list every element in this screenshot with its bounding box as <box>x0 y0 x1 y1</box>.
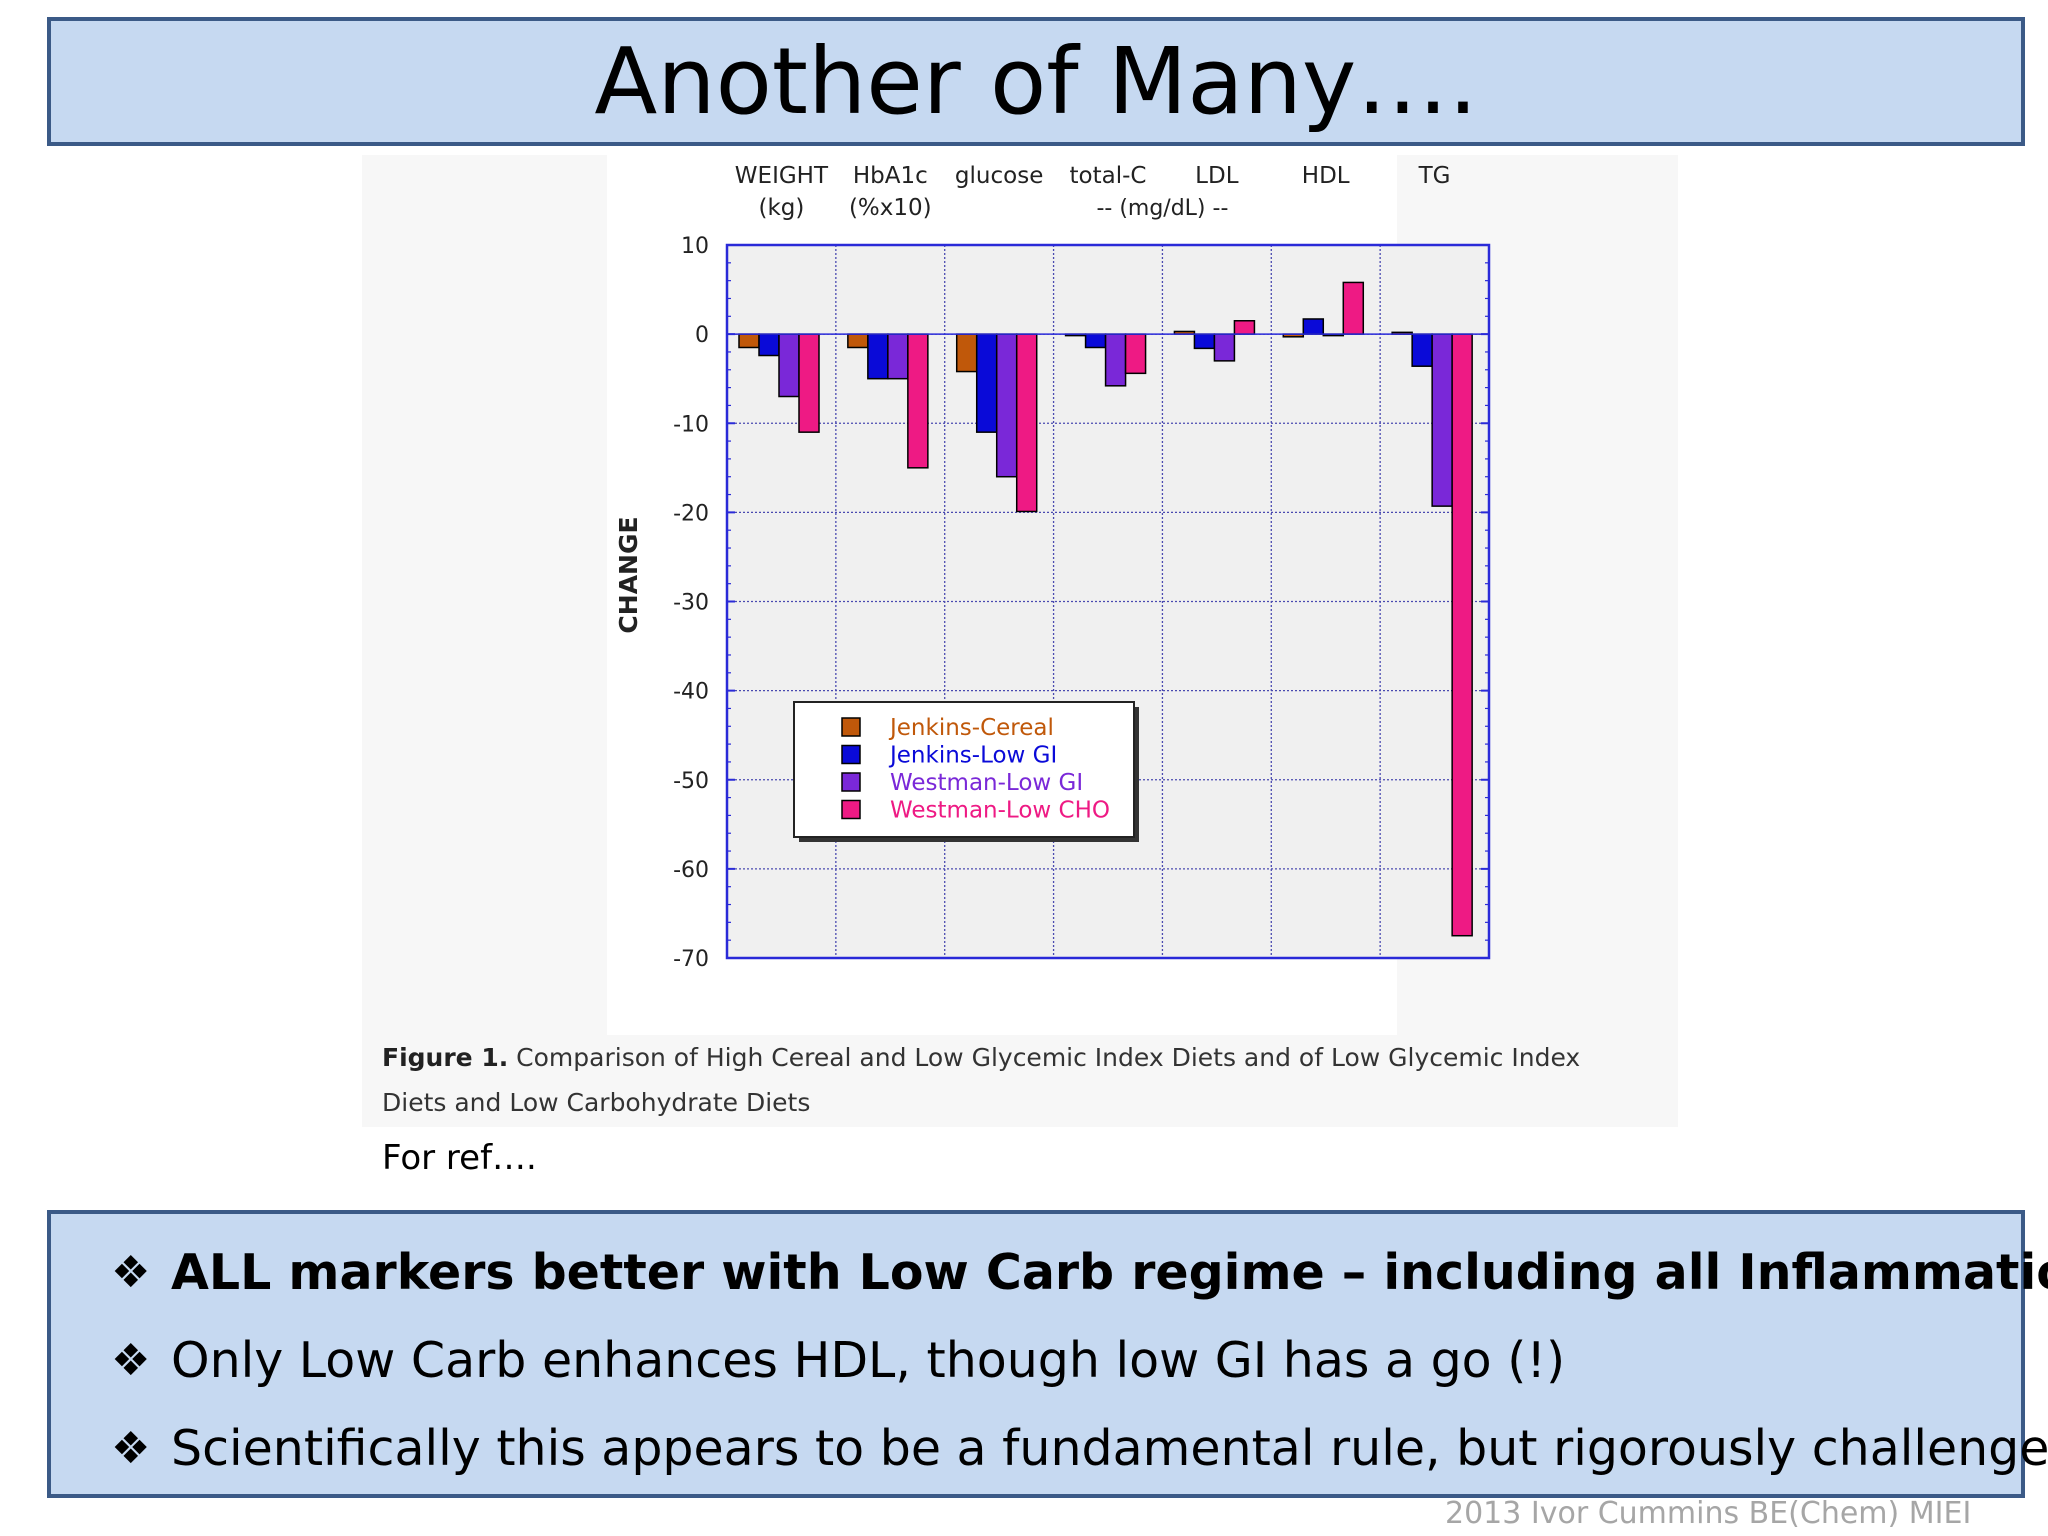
bullet-text: ALL markers better with Low Carb regime … <box>171 1243 2048 1301</box>
y-tick-label: -10 <box>673 412 709 437</box>
category-label: LDL <box>1195 163 1239 189</box>
legend-swatch <box>841 717 861 737</box>
category-label: HDL <box>1302 163 1350 189</box>
figure-caption-label: Figure 1. <box>382 1043 509 1072</box>
legend-swatch <box>841 744 861 765</box>
bar <box>1233 320 1256 335</box>
bar <box>847 333 869 349</box>
bar <box>907 333 929 469</box>
y-tick-label: 0 <box>695 323 709 348</box>
plot-frame <box>725 243 1491 960</box>
bar <box>1302 318 1325 335</box>
bullets-box: ❖ ALL markers better with Low Carb regim… <box>47 1210 2048 1498</box>
footer-credit: 2013 Ivor Cummins BE(Chem) MIEI <box>1445 1496 1972 1531</box>
bar-chart: 10 0 -10 -20 -30 -40 -50 -60 -70 WEIGHT (kg) HbA1c (… <box>607 155 1491 1035</box>
category-label: glucose <box>955 163 1043 189</box>
y-tick-label: -70 <box>673 947 709 972</box>
bar <box>1213 333 1236 362</box>
legend-label: Westman-Low GI <box>890 770 1083 796</box>
bar <box>798 333 820 433</box>
y-tick-label: -50 <box>673 769 709 794</box>
bullet-item: ❖ Scientifically this appears to be a fu… <box>111 1404 2048 1492</box>
bar <box>738 333 760 349</box>
bullet-item: ❖ ALL markers better with Low Carb regim… <box>111 1228 2048 1316</box>
category-label: WEIGHT <box>735 163 829 189</box>
diamond-bullet-icon: ❖ <box>111 1246 151 1298</box>
bar <box>778 333 800 398</box>
bar <box>1451 333 1473 937</box>
bar <box>758 333 780 357</box>
bar <box>995 333 1018 478</box>
unit-note: -- (mg/dL) -- <box>1096 196 1228 221</box>
legend-swatch <box>841 799 861 820</box>
category-sublabel: (kg) <box>758 195 804 221</box>
y-tick-label: -40 <box>673 680 709 705</box>
figure-caption-text: Comparison of High Cereal and Low Glycem… <box>382 1043 1581 1117</box>
bar <box>867 333 889 380</box>
bar <box>1084 333 1107 349</box>
figure-panel: 10 0 -10 -20 -30 -40 -50 -60 -70 WEIGHT (kg) HbA1c (… <box>362 155 1678 1127</box>
y-tick-label: -30 <box>673 591 709 616</box>
bar <box>1431 333 1453 507</box>
slide-title: Another of Many…. <box>594 28 1478 135</box>
legend-label: Westman-Low CHO <box>890 798 1110 824</box>
bar <box>955 333 978 373</box>
bar <box>1411 333 1433 367</box>
category-label: HbA1c <box>853 163 928 189</box>
y-tick-label: -60 <box>673 858 709 883</box>
diamond-bullet-icon: ❖ <box>111 1422 151 1474</box>
bar <box>1104 333 1127 387</box>
bar <box>1342 281 1365 335</box>
bar <box>887 333 909 380</box>
bullet-item: ❖ Only Low Carb enhances HDL, though low… <box>111 1316 2021 1404</box>
y-tick-label: -20 <box>673 501 709 526</box>
legend-swatch <box>841 772 861 792</box>
slide-title-box: Another of Many…. <box>47 17 2025 146</box>
legend-label: Jenkins-Cereal <box>888 715 1054 741</box>
bar <box>1015 333 1038 513</box>
diamond-bullet-icon: ❖ <box>111 1334 151 1386</box>
y-axis-label: CHANGE <box>614 516 643 633</box>
legend-label: Jenkins-Low GI <box>888 743 1057 769</box>
bullet-text: Scientifically this appears to be a fund… <box>171 1419 2048 1477</box>
category-sublabel: (%x10) <box>849 195 932 221</box>
category-label: TG <box>1418 163 1451 189</box>
y-tick-label: 10 <box>681 234 709 259</box>
figure-caption: Figure 1. Comparison of High Cereal and … <box>382 1035 1652 1125</box>
for-ref-text: For ref…. <box>382 1138 537 1178</box>
category-label: total-C <box>1070 163 1147 189</box>
bar <box>1193 333 1216 350</box>
bar <box>1124 333 1147 375</box>
bullet-text: Only Low Carb enhances HDL, though low G… <box>171 1331 1566 1389</box>
bar <box>975 333 998 433</box>
